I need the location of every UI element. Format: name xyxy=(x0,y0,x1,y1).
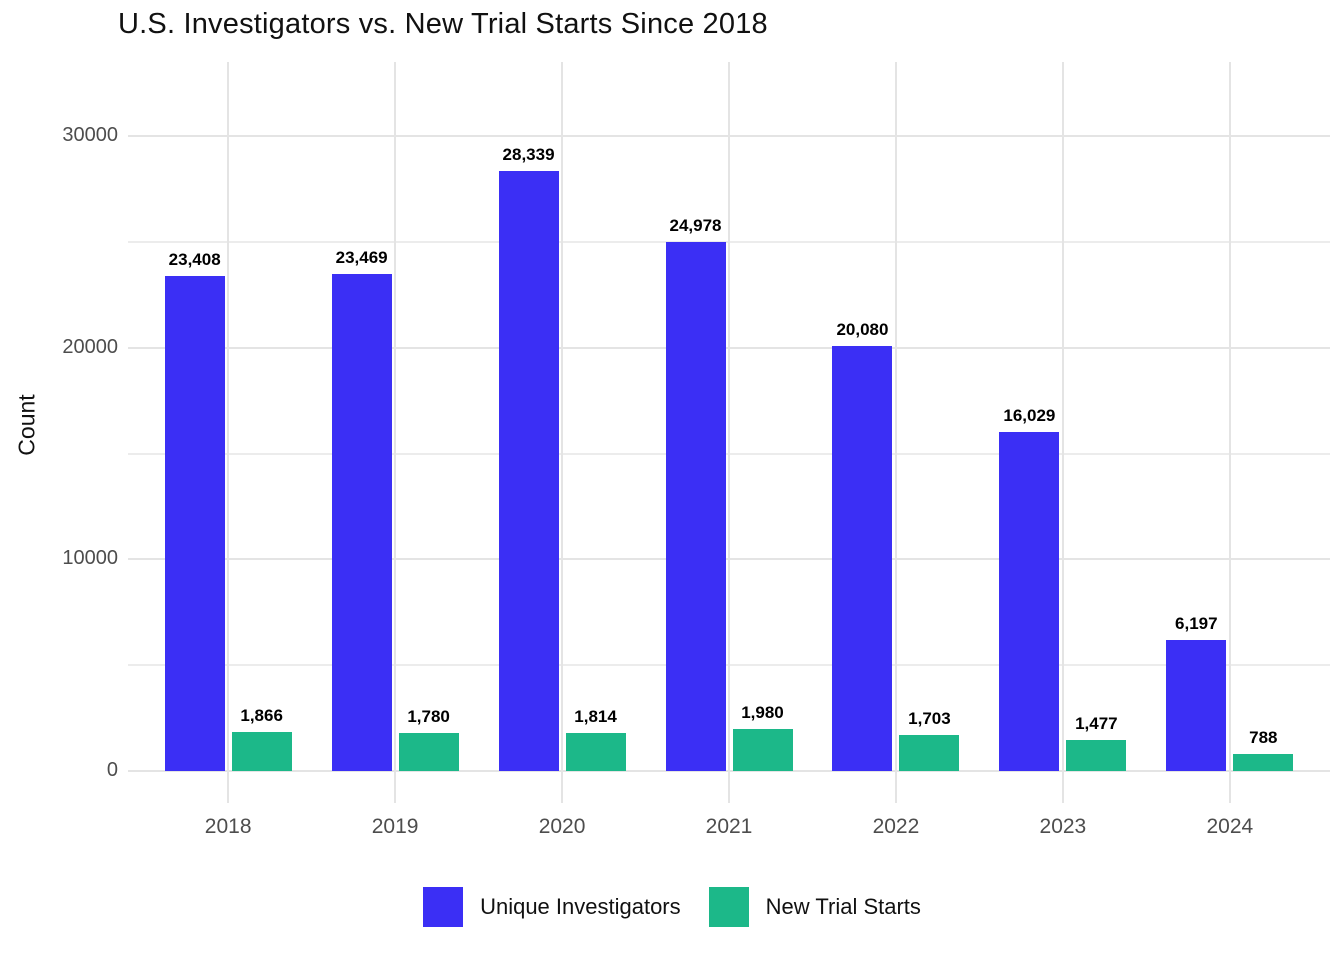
bar-new-trial-starts-2020 xyxy=(565,732,626,771)
y-tick-label: 10000 xyxy=(62,547,118,570)
gridline-vertical xyxy=(894,62,897,771)
bar-unique-investigators-2018 xyxy=(164,275,225,771)
gridline-vertical xyxy=(394,62,397,771)
bar-value-label: 1,780 xyxy=(407,707,450,727)
bar-value-label: 1,477 xyxy=(1075,713,1118,733)
gridline-vertical xyxy=(561,62,564,771)
bar-unique-investigators-2024 xyxy=(1166,639,1227,771)
x-tick-label-2022: 2022 xyxy=(872,815,920,838)
y-tick-label: 30000 xyxy=(62,124,118,147)
legend-label: New Trial Starts xyxy=(765,894,921,919)
bar-value-label: 1,814 xyxy=(574,706,617,726)
x-tick-mark xyxy=(728,771,730,803)
legend-item-new-trial-starts: New Trial Starts xyxy=(708,887,921,927)
gridline-vertical xyxy=(1061,62,1064,771)
x-tick-mark xyxy=(394,771,397,803)
x-tick-label-2018: 2018 xyxy=(204,815,252,838)
bar-value-label: 1,703 xyxy=(908,708,951,728)
bar-new-trial-starts-2021 xyxy=(732,729,793,771)
legend: Unique Investigators New Trial Starts xyxy=(0,884,1344,930)
bar-value-label: 23,408 xyxy=(168,249,221,269)
bar-value-label: 28,339 xyxy=(502,145,555,165)
chart-title: U.S. Investigators vs. New Trial Starts … xyxy=(118,8,768,40)
bar-new-trial-starts-2022 xyxy=(899,734,960,771)
x-tick-label-2019: 2019 xyxy=(371,815,419,838)
x-tick-label-2023: 2023 xyxy=(1039,815,1087,838)
gridline-vertical xyxy=(227,62,230,771)
legend-swatch-unique-investigators xyxy=(423,887,464,927)
bar-unique-investigators-2022 xyxy=(832,346,893,771)
bar-value-label: 16,029 xyxy=(1003,405,1056,425)
gridline-vertical xyxy=(728,62,730,771)
bar-new-trial-starts-2024 xyxy=(1233,754,1294,771)
x-tick-mark xyxy=(1061,771,1064,803)
bar-new-trial-starts-2019 xyxy=(398,733,459,771)
x-tick-mark xyxy=(561,771,564,803)
legend-item-unique-investigators: Unique Investigators xyxy=(423,887,681,927)
bar-value-label: 20,080 xyxy=(836,320,889,340)
plot-area: 23,408 23,469 28,339 24,978 20,080 16,029 6,19… xyxy=(128,62,1330,803)
x-tick-label-2024: 2024 xyxy=(1206,815,1254,838)
y-tick-label: 0 xyxy=(106,759,118,781)
x-tick-label-2021: 2021 xyxy=(705,815,753,838)
x-tick-mark xyxy=(1228,771,1231,803)
legend-label: Unique Investigators xyxy=(480,894,681,919)
bar-value-label: 23,469 xyxy=(335,248,388,268)
bar-unique-investigators-2019 xyxy=(331,274,392,771)
bar-value-label: 788 xyxy=(1249,728,1278,748)
bar-unique-investigators-2020 xyxy=(498,171,559,771)
bar-value-label: 6,197 xyxy=(1175,613,1218,633)
bar-unique-investigators-2023 xyxy=(999,431,1060,771)
bar-new-trial-starts-2018 xyxy=(231,731,292,771)
gridline-vertical xyxy=(1228,62,1231,771)
bar-value-label: 1,980 xyxy=(741,703,784,723)
x-tick-mark xyxy=(894,771,897,803)
bar-new-trial-starts-2023 xyxy=(1066,739,1127,771)
x-tick-label-2020: 2020 xyxy=(538,815,586,838)
bar-unique-investigators-2021 xyxy=(665,242,726,771)
x-tick-mark xyxy=(227,771,230,803)
legend-swatch-new-trial-starts xyxy=(708,887,749,927)
y-axis-title: Count xyxy=(13,394,40,456)
bar-value-label: 24,978 xyxy=(669,216,722,236)
y-tick-label: 20000 xyxy=(62,335,118,358)
bar-value-label: 1,866 xyxy=(240,705,283,725)
